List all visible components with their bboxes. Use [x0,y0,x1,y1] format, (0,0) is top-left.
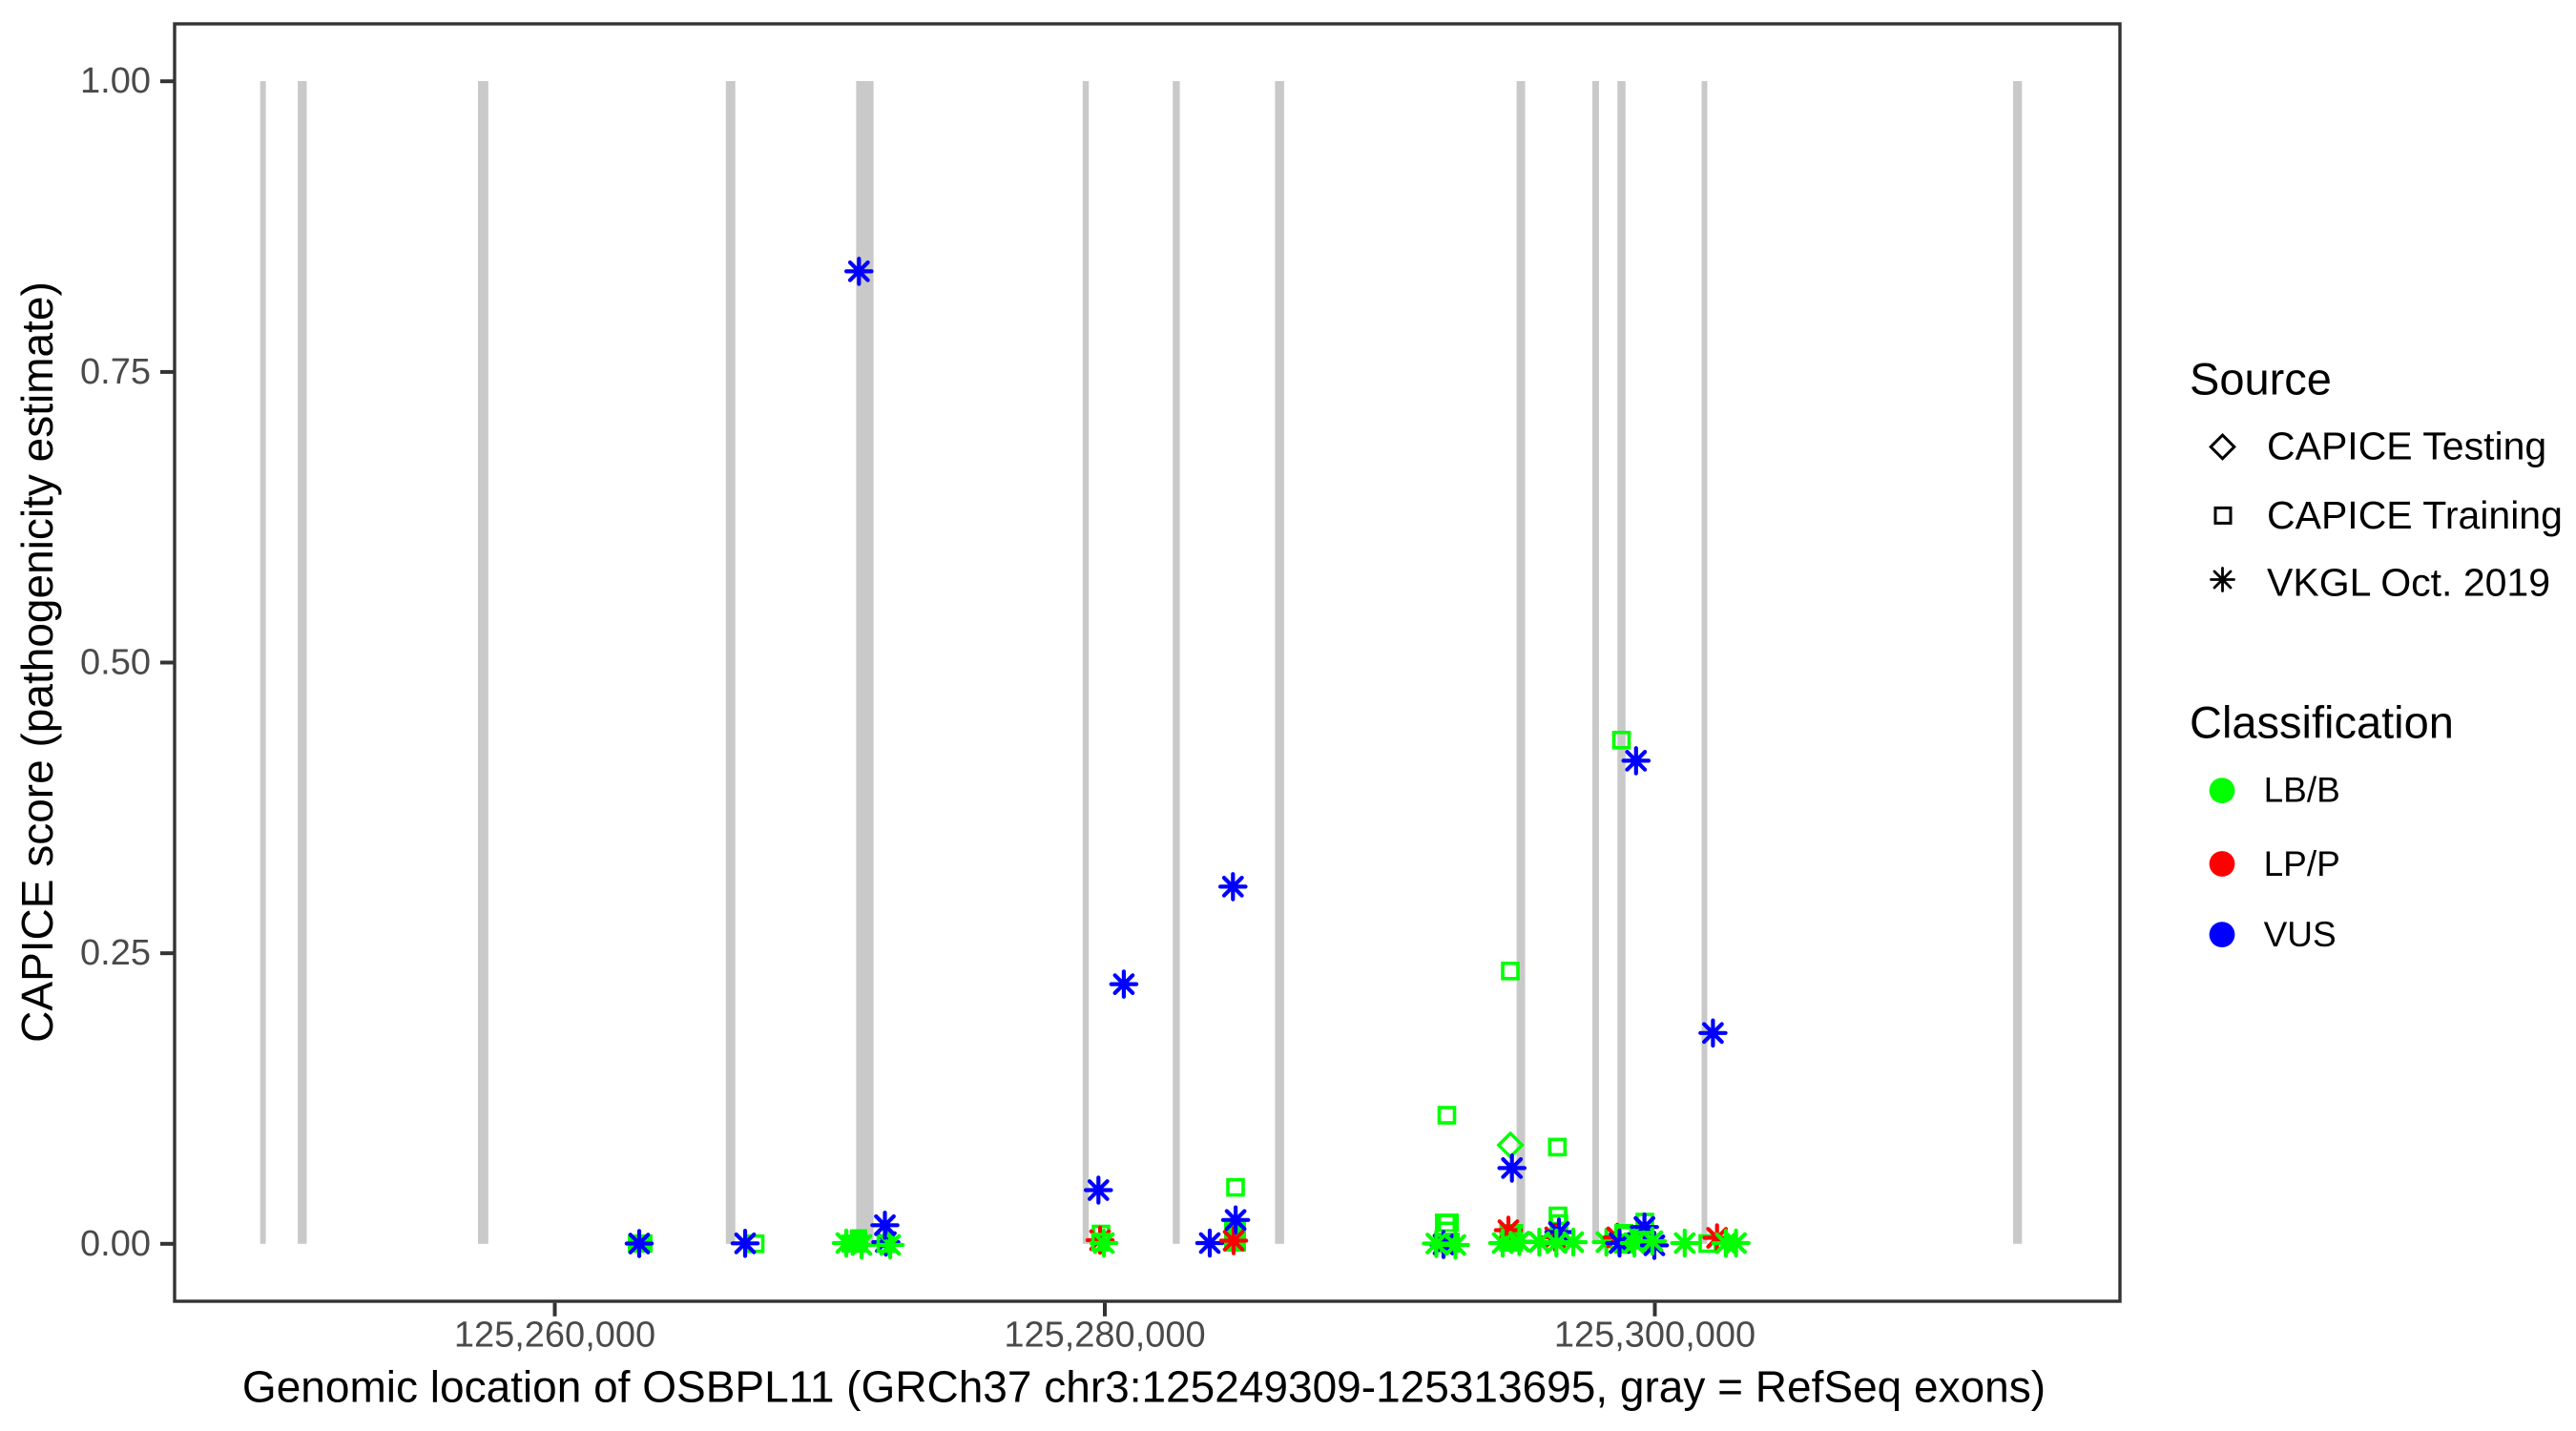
svg-text:Source: Source [2190,354,2332,404]
svg-text:1.00: 1.00 [80,61,151,101]
svg-text:0.50: 0.50 [80,643,151,683]
svg-text:0.25: 0.25 [80,933,151,973]
svg-text:LP/P: LP/P [2264,844,2340,883]
svg-text:0.75: 0.75 [80,352,151,392]
svg-text:CAPICE score (pathogenicity es: CAPICE score (pathogenicity estimate) [12,281,62,1043]
svg-text:CAPICE Training: CAPICE Training [2267,493,2563,537]
svg-text:125,260,000: 125,260,000 [454,1316,655,1356]
svg-text:Genomic location of OSBPL11 (G: Genomic location of OSBPL11 (GRCh37 chr3… [242,1362,2046,1412]
svg-text:VKGL Oct. 2019: VKGL Oct. 2019 [2267,561,2550,605]
svg-text:Classification: Classification [2190,697,2454,748]
svg-text:125,280,000: 125,280,000 [1004,1316,1205,1356]
svg-text:125,300,000: 125,300,000 [1554,1316,1755,1356]
svg-text:LB/B: LB/B [2264,771,2340,810]
svg-text:CAPICE Testing: CAPICE Testing [2267,424,2546,467]
svg-text:0.00: 0.00 [80,1224,151,1264]
svg-text:VUS: VUS [2264,915,2337,954]
